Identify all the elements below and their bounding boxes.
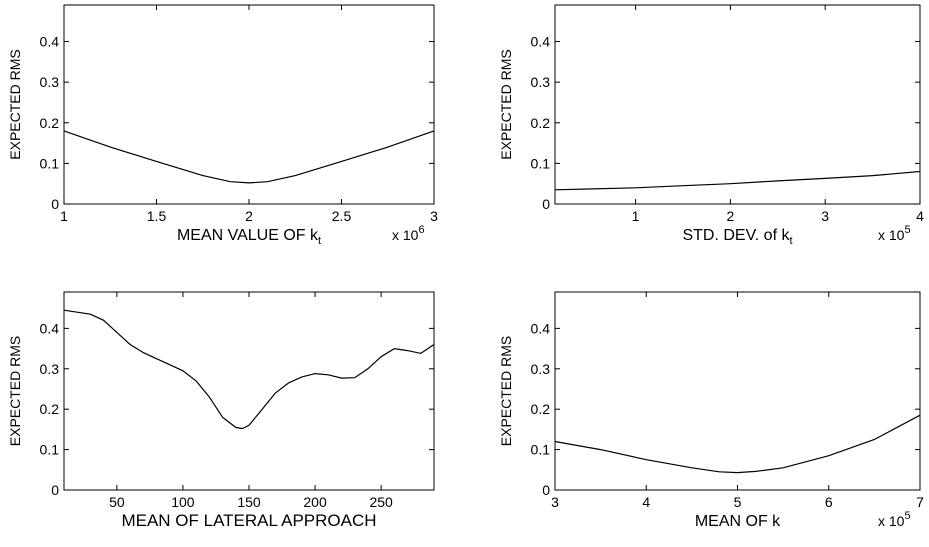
x-tick-label: 1 (60, 208, 68, 224)
data-line (63, 130, 435, 184)
y-tick-label: 0.4 (531, 320, 551, 336)
y-tick-label: 0.1 (531, 155, 551, 171)
x-multiplier-base: x 10 (392, 227, 419, 243)
axes-box (554, 4, 921, 205)
y-tick-label: 0.3 (40, 74, 60, 90)
x-multiplier-exponent: 5 (904, 510, 910, 522)
axes-box (63, 291, 435, 491)
y-tick-label: 0.3 (40, 361, 60, 377)
x-tick-label: 150 (237, 494, 261, 510)
x-axis-label: MEAN VALUE OF kt (177, 227, 321, 247)
y-tick-label: 0.1 (40, 155, 60, 171)
x-tick-label: 100 (171, 494, 195, 510)
x-tick-label: 200 (303, 494, 327, 510)
x-axis-label-text: STD. DEV. of k (682, 227, 790, 244)
x-multiplier-base: x 10 (878, 513, 905, 529)
x-tick-label: 7 (916, 494, 924, 510)
x-tick-label: 2 (245, 208, 253, 224)
y-tick-label: 0 (51, 482, 59, 498)
y-tick-label: 0.4 (40, 34, 60, 50)
y-tick-label: 0.3 (531, 74, 551, 90)
y-axis-label: EXPECTED RMS (7, 336, 23, 446)
y-tick-label: 0.1 (40, 442, 60, 458)
x-tick-label: 50 (109, 494, 125, 510)
x-tick-label: 6 (825, 494, 833, 510)
x-axis-label-text: MEAN OF k (695, 513, 781, 530)
x-tick-label: 3 (821, 208, 829, 224)
y-tick-label: 0.3 (531, 361, 551, 377)
x-multiplier-base: x 10 (878, 227, 905, 243)
x-tick-label: 4 (916, 208, 924, 224)
y-axis-label: EXPECTED RMS (7, 49, 23, 159)
x-axis-label-text: MEAN VALUE OF k (177, 227, 319, 244)
x-tick-label: 1.5 (147, 208, 167, 224)
data-line (63, 309, 435, 430)
x-axis-label: STD. DEV. of kt (682, 227, 792, 247)
y-tick-label: 0.1 (531, 442, 551, 458)
x-tick-label: 2.5 (332, 208, 352, 224)
y-tick-label: 0 (542, 196, 550, 212)
x-axis-label: MEAN OF k (695, 513, 781, 530)
y-tick-label: 0.4 (531, 34, 551, 50)
x-multiplier-exponent: 5 (904, 224, 910, 236)
data-line (554, 170, 921, 191)
y-tick-label: 0.2 (531, 401, 551, 417)
x-axis-label: MEAN OF LATERAL APPROACH (121, 511, 376, 530)
x-tick-label: 2 (726, 208, 734, 224)
x-tick-label: 1 (632, 208, 640, 224)
x-tick-label: 4 (642, 494, 650, 510)
y-tick-label: 0.4 (40, 320, 60, 336)
data-line (554, 414, 921, 474)
x-tick-label: 250 (369, 494, 393, 510)
x-multiplier: x 106 (392, 224, 425, 243)
y-axis-label: EXPECTED RMS (498, 336, 514, 446)
x-tick-label: 3 (551, 494, 559, 510)
x-axis-label-subscript: t (318, 235, 321, 247)
y-tick-label: 0 (51, 196, 59, 212)
y-tick-label: 0 (542, 482, 550, 498)
x-axis-label-subscript: t (789, 235, 792, 247)
y-tick-label: 0.2 (40, 401, 60, 417)
axes-box (63, 4, 435, 205)
x-tick-label: 3 (430, 208, 438, 224)
x-multiplier: x 105 (878, 510, 911, 529)
x-axis-label-text: MEAN OF LATERAL APPROACH (121, 511, 376, 530)
x-tick-label: 5 (734, 494, 742, 510)
x-multiplier: x 105 (878, 224, 911, 243)
y-axis-label: EXPECTED RMS (498, 49, 514, 159)
x-multiplier-exponent: 6 (418, 224, 424, 236)
y-tick-label: 0.2 (531, 115, 551, 131)
axes-box (554, 291, 921, 491)
y-tick-label: 0.2 (40, 115, 60, 131)
